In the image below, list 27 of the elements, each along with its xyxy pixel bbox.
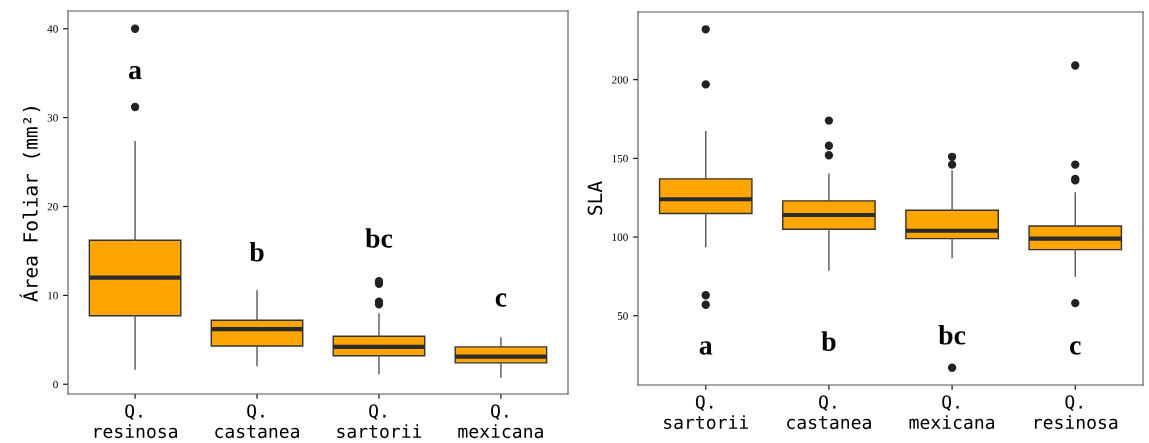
y-tick-label: 20 [47, 202, 58, 211]
y-tick-label: 50 [617, 312, 628, 320]
y-tick-label: 30 [47, 114, 58, 122]
annotation: bc [938, 325, 966, 345]
x-tick-label: Q. mexicana [458, 404, 543, 439]
y-axis-title: SLA [587, 181, 603, 215]
y-axis-title: Área Foliar (mm²) [19, 107, 41, 302]
annotation: bc [365, 228, 393, 248]
annotation: a [699, 341, 713, 355]
y-tick-label: 200 [612, 76, 628, 84]
x-tick-label: Q. resinosa [1034, 395, 1118, 430]
y-tick-label: 0 [53, 380, 58, 389]
x-tick-label: Q. sartorii [337, 404, 422, 439]
y-tick-label: 40 [47, 25, 58, 33]
x-tick-label: Q. sartorii [664, 395, 748, 430]
x-tick-label: Q. castanea [787, 395, 871, 430]
annotation: c [495, 293, 507, 307]
y-tick-label: 10 [48, 291, 58, 300]
x-tick-label: Q. resinosa [94, 404, 178, 439]
annotation: b [249, 241, 264, 262]
y-tick-label: 100 [612, 233, 628, 242]
x-tick-label: Q. castanea [215, 404, 299, 439]
annotation: c [1070, 341, 1081, 355]
annotation: a [129, 65, 142, 80]
y-tick-label: 150 [612, 154, 628, 163]
x-tick-label: Q. mexicana [909, 395, 995, 430]
annotation: b [821, 331, 836, 351]
